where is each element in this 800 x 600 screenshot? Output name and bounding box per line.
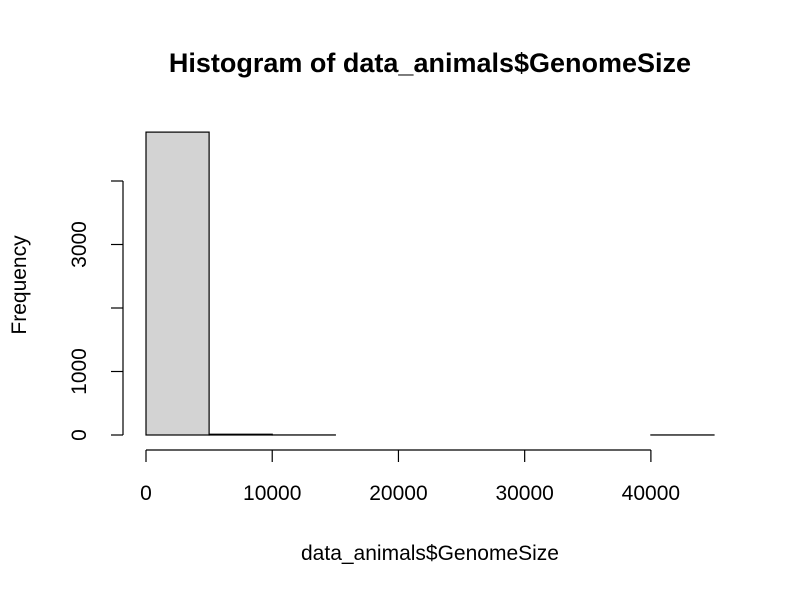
x-tick-label: 30000 <box>495 482 553 505</box>
chart-title: Histogram of data_animals$GenomeSize <box>169 48 691 78</box>
x-axis: 0 10000 20000 30000 40000 <box>140 449 680 505</box>
x-tick-label: 20000 <box>369 482 427 505</box>
y-axis: 0 1000 3000 <box>68 180 124 441</box>
x-axis-label: data_animals$GenomeSize <box>301 542 559 565</box>
bars-layer <box>145 131 715 436</box>
histogram-bar <box>145 131 210 436</box>
x-tick-label: 10000 <box>243 482 301 505</box>
y-axis-label: Frequency <box>8 235 31 335</box>
x-tick-label: 40000 <box>622 482 680 505</box>
x-tick-label: 0 <box>140 482 152 505</box>
y-tick-label: 3000 <box>68 221 91 268</box>
y-tick-label: 1000 <box>68 348 91 395</box>
histogram-bar <box>208 433 273 436</box>
y-tick-label: 0 <box>68 429 91 441</box>
